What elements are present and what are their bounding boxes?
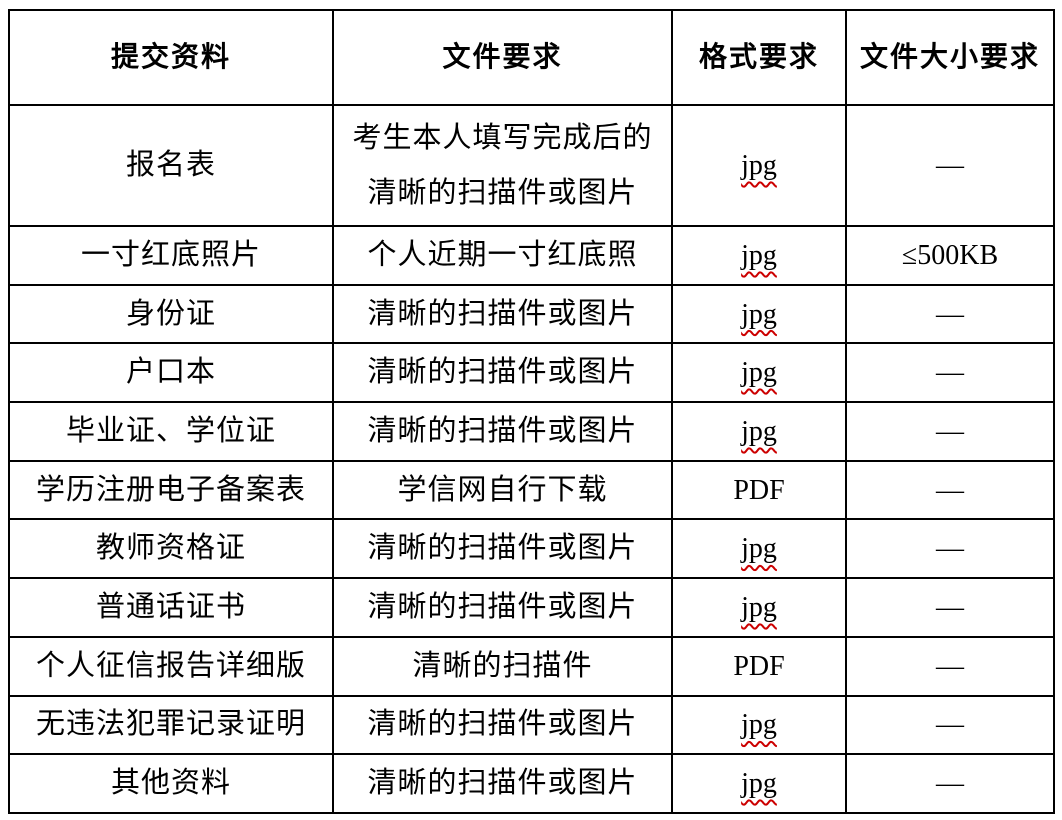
cell-format: jpg (671, 283, 847, 345)
table-row: 身份证 清晰的扫描件或图片 jpg — (8, 283, 1055, 345)
column-header-file-requirement: 文件要求 (332, 9, 673, 106)
table-header-row: 提交资料 文件要求 格式要求 文件大小要求 (8, 9, 1055, 106)
cell-material: 普通话证书 (8, 577, 334, 638)
cell-size-limit: — (845, 518, 1055, 580)
column-header-format: 格式要求 (671, 9, 847, 106)
cell-file-requirement: 清晰的扫描件或图片 (332, 694, 673, 756)
cell-material: 一寸红底照片 (8, 225, 334, 286)
cell-file-requirement: 清晰的扫描件或图片 (332, 283, 673, 345)
cell-file-requirement: 个人近期一寸红底照 (332, 225, 673, 286)
cell-size-limit: — (845, 104, 1055, 227)
cell-material: 毕业证、学位证 (8, 401, 334, 462)
table-row: 学历注册电子备案表 学信网自行下载 PDF — (8, 459, 1055, 521)
table-row: 个人征信报告详细版 清晰的扫描件 PDF — (8, 635, 1055, 697)
cell-material: 学历注册电子备案表 (8, 459, 334, 521)
cell-size-limit: — (845, 753, 1055, 814)
cell-material: 个人征信报告详细版 (8, 635, 334, 697)
cell-material: 其他资料 (8, 753, 334, 814)
cell-size-limit: — (845, 635, 1055, 697)
cell-file-requirement: 考生本人填写完成后的清晰的扫描件或图片 (332, 104, 673, 227)
cell-material: 户口本 (8, 342, 334, 404)
cell-format: jpg (671, 518, 847, 580)
table-row: 其他资料 清晰的扫描件或图片 jpg — (8, 753, 1055, 814)
cell-file-requirement: 学信网自行下载 (332, 459, 673, 521)
cell-file-requirement: 清晰的扫描件 (332, 635, 673, 697)
table-row: 普通话证书 清晰的扫描件或图片 jpg — (8, 577, 1055, 638)
cell-format: PDF (671, 635, 847, 697)
cell-material: 报名表 (8, 104, 334, 227)
cell-size-limit: — (845, 401, 1055, 462)
cell-file-requirement: 清晰的扫描件或图片 (332, 342, 673, 404)
cell-size-limit: — (845, 283, 1055, 345)
cell-file-requirement: 清晰的扫描件或图片 (332, 577, 673, 638)
cell-size-limit: — (845, 694, 1055, 756)
column-header-material: 提交资料 (8, 9, 334, 106)
table-body: 报名表 考生本人填写完成后的清晰的扫描件或图片 jpg — 一寸红底照片 个人近期一寸红底… (8, 104, 1055, 814)
table-row: 毕业证、学位证 清晰的扫描件或图片 jpg — (8, 401, 1055, 462)
cell-format: jpg (671, 753, 847, 814)
cell-format: PDF (671, 459, 847, 521)
cell-size-limit: — (845, 577, 1055, 638)
cell-size-limit: — (845, 459, 1055, 521)
cell-file-requirement: 清晰的扫描件或图片 (332, 753, 673, 814)
table-row: 户口本 清晰的扫描件或图片 jpg — (8, 342, 1055, 404)
cell-size-limit: ≤500KB (845, 225, 1055, 286)
cell-format: jpg (671, 104, 847, 227)
cell-format: jpg (671, 225, 847, 286)
cell-format: jpg (671, 401, 847, 462)
cell-size-limit: — (845, 342, 1055, 404)
cell-file-requirement: 清晰的扫描件或图片 (332, 518, 673, 580)
table-row: 报名表 考生本人填写完成后的清晰的扫描件或图片 jpg — (8, 104, 1055, 227)
column-header-size-limit: 文件大小要求 (845, 9, 1055, 106)
table-row: 教师资格证 清晰的扫描件或图片 jpg — (8, 518, 1055, 580)
table-row: 一寸红底照片 个人近期一寸红底照 jpg ≤500KB (8, 225, 1055, 286)
cell-format: jpg (671, 342, 847, 404)
cell-material: 教师资格证 (8, 518, 334, 580)
cell-material: 无违法犯罪记录证明 (8, 694, 334, 756)
cell-file-requirement: 清晰的扫描件或图片 (332, 401, 673, 462)
cell-material: 身份证 (8, 283, 334, 345)
submission-requirements-table: 提交资料 文件要求 格式要求 文件大小要求 报名表 考生本人填写完成后的清晰的扫描… (8, 9, 1055, 814)
cell-format: jpg (671, 577, 847, 638)
cell-format: jpg (671, 694, 847, 756)
table-row: 无违法犯罪记录证明 清晰的扫描件或图片 jpg — (8, 694, 1055, 756)
